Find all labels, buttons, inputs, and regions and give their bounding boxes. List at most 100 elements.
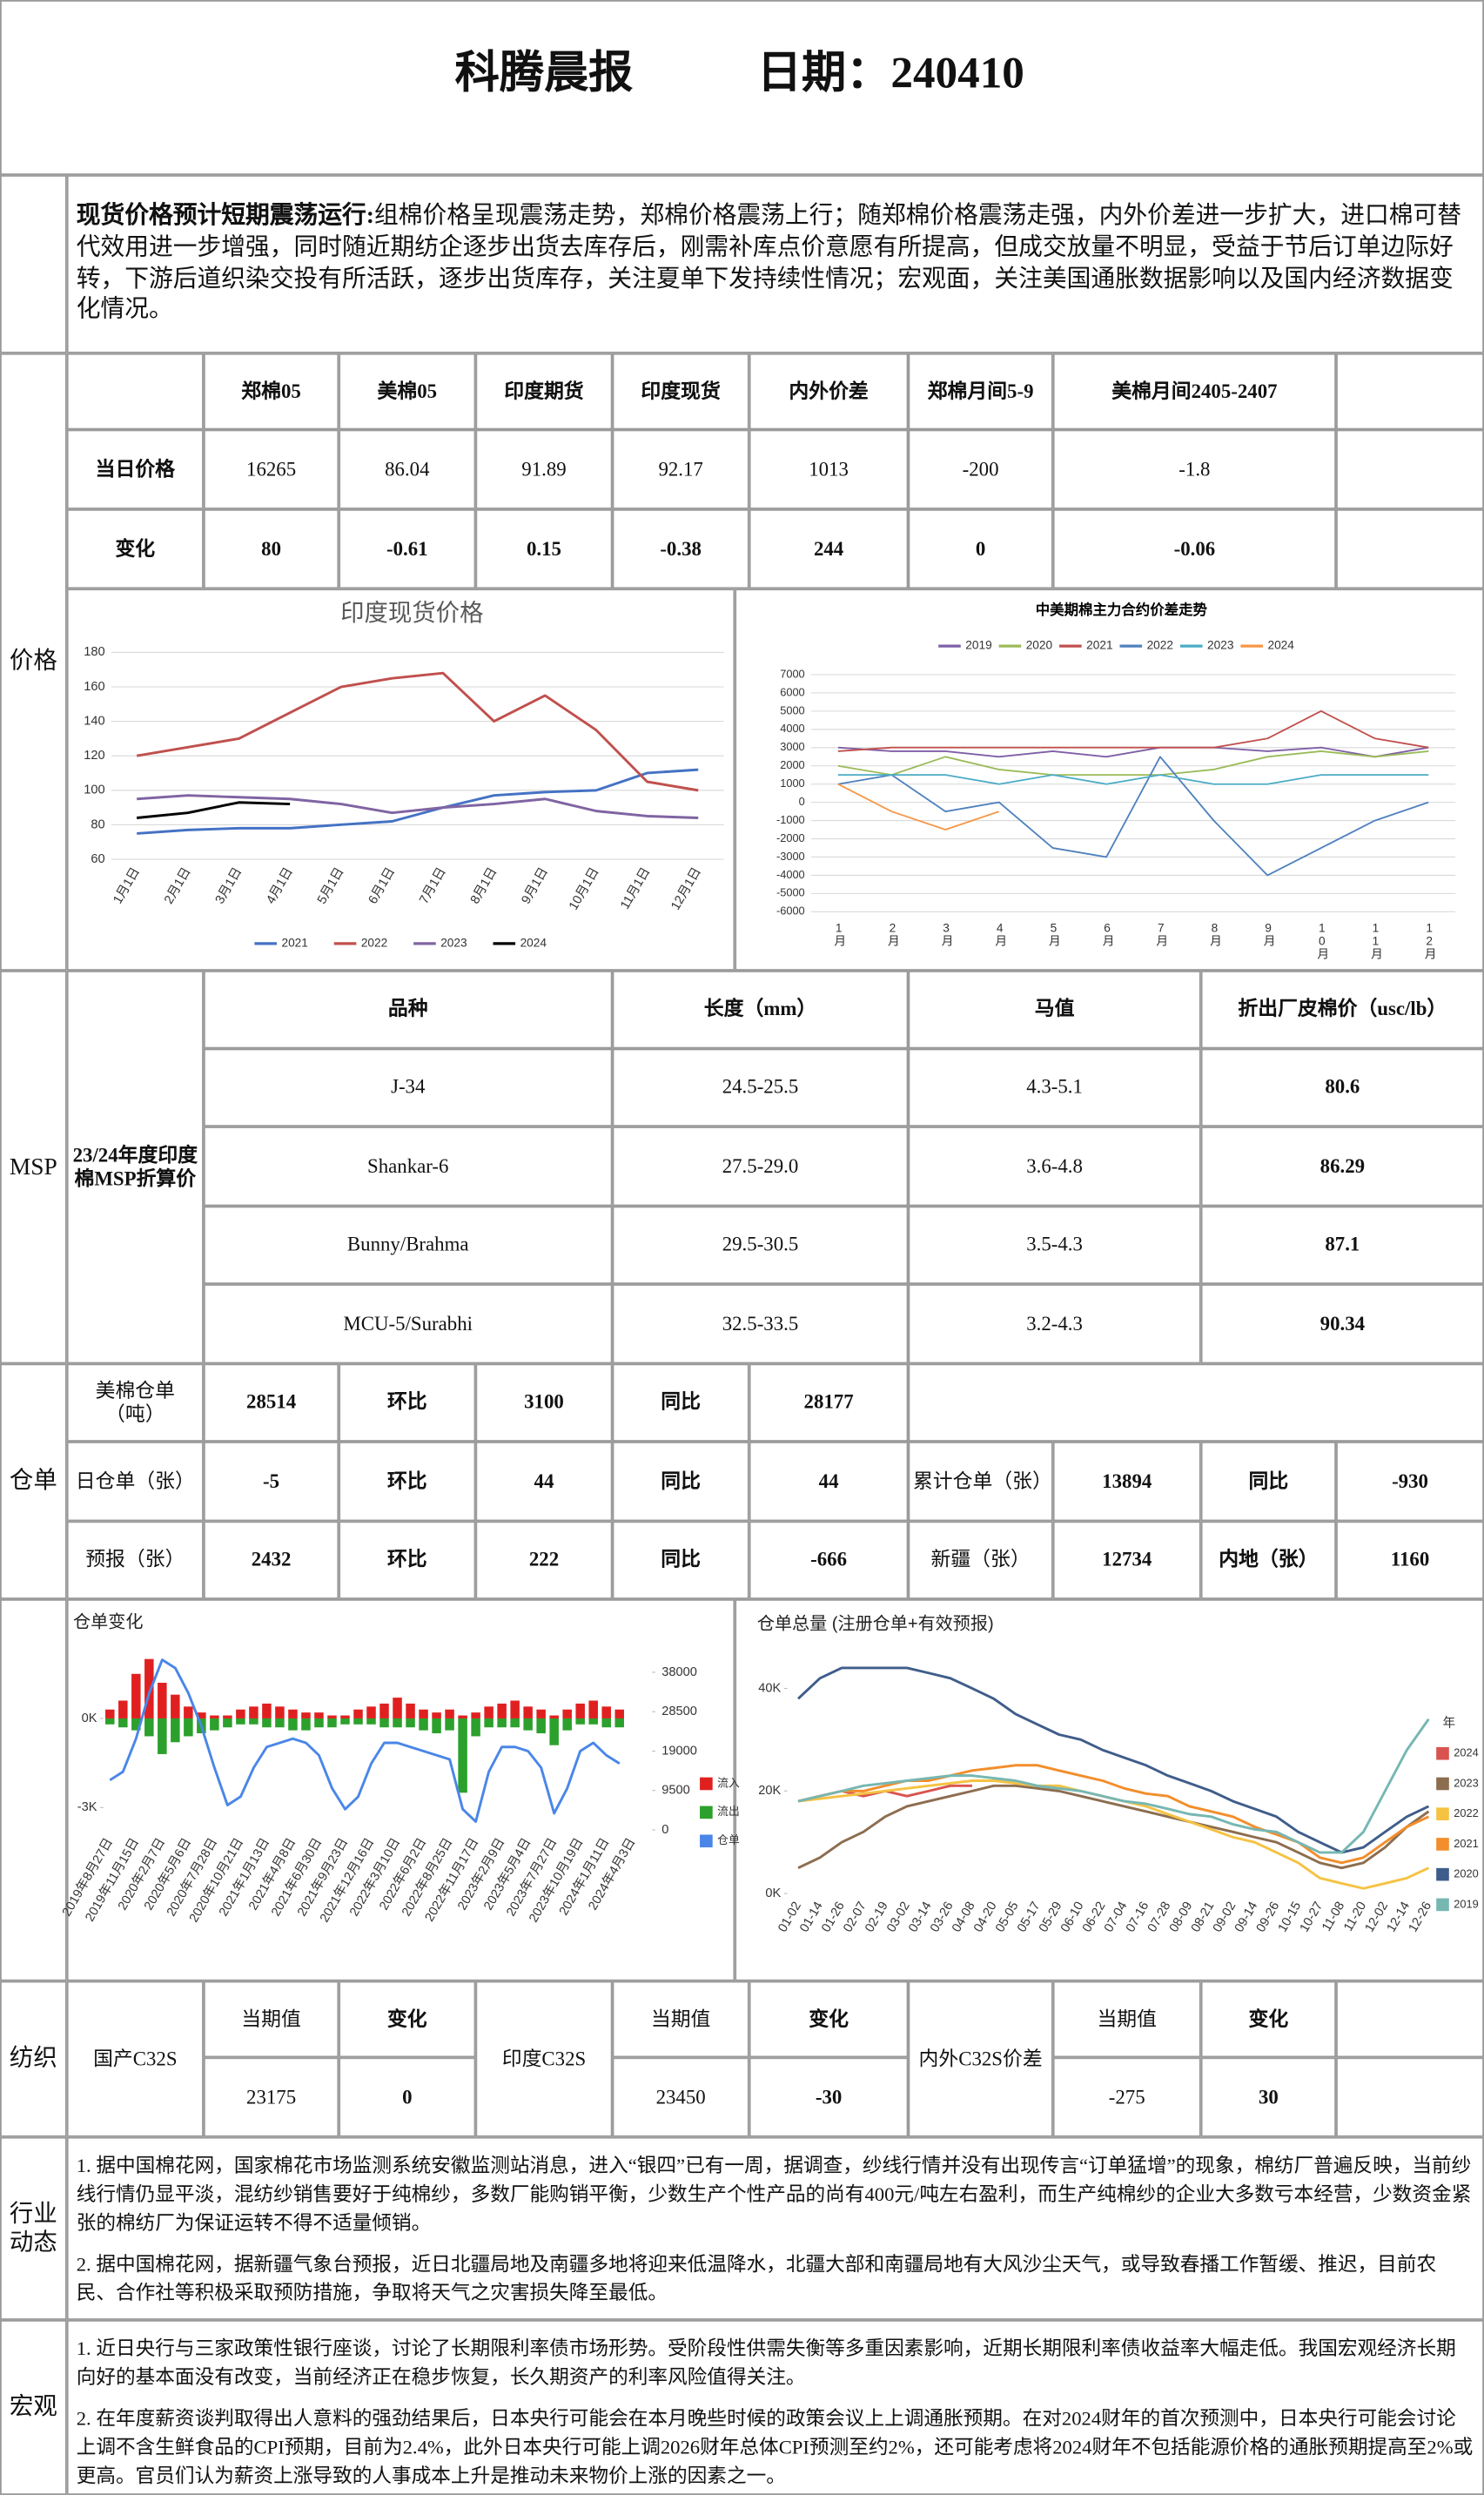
row-header: 内外C32S价差 [908,1981,1053,2137]
column-header: 郑棉月间5-9 [908,353,1053,430]
table-value: 91.89 [475,429,613,509]
table-value: Shankar-6 [203,1126,613,1207]
row-header: 国产C32S [66,1981,204,2137]
row-header: 同比 [612,1363,749,1442]
industry-news: 1. 据中国棉花网，国家棉花市场监测系统安徽监测站消息，进入“银四”已有一周，据… [66,2136,1484,2320]
table-value: 44 [475,1441,613,1522]
table-value: Bunny/Brahma [203,1206,613,1285]
chart-frame [735,1598,1484,1981]
table-value: 3100 [475,1363,613,1442]
table-value: 12734 [1052,1521,1201,1599]
column-header: 当期值 [203,1981,339,2058]
table-value: -5 [203,1441,339,1522]
table-cell [1336,429,1484,509]
table-value: 80 [203,508,339,589]
news-item: 1. 近日央行与三家政策性银行座谈，讨论了长期限利率债市场形势。受阶段性供需失衡… [76,2337,1456,2389]
table-value: 24.5-25.5 [612,1048,909,1127]
column-header: 折出厂皮棉价（usc/lb） [1200,970,1484,1049]
table-value: 1013 [749,429,909,509]
section-label: 纺织 [0,1981,67,2137]
table-value: -930 [1336,1441,1484,1522]
column-header: 长度（mm） [612,970,909,1049]
table-value: 2432 [203,1521,339,1599]
row-header: 同比 [612,1441,749,1522]
news-item: 1. 据中国棉花网，国家棉花市场监测系统安徽监测站消息，进入“银四”已有一周，据… [76,2154,1472,2235]
news-item: 2. 在年度薪资谈判取得出人意料的强劲结果后，日本央行可能会在本月晚些时候的政策… [76,2407,1474,2487]
row-header: 同比 [1200,1441,1337,1522]
table-cell [1336,2057,1484,2137]
section-label: 价格 [0,353,67,971]
summary-lead: 现货价格预计短期震荡运行: [76,202,375,230]
column-header: 印度现货 [612,353,749,430]
table-value: MCU-5/Surabhi [203,1284,613,1364]
table-value: -1.8 [1052,429,1337,509]
row-header: 预报（张） [66,1521,204,1599]
table-value: 1160 [1336,1521,1484,1599]
table-value: 87.1 [1200,1206,1484,1285]
table-value: 86.29 [1200,1126,1484,1207]
table-cell [66,353,204,430]
row-header: 环比 [339,1441,476,1522]
table-value: 86.04 [339,429,476,509]
table-value: -30 [749,2057,909,2137]
table-value: 13894 [1052,1441,1201,1522]
table-cell [908,1363,1484,1442]
column-header: 内外价差 [749,353,909,430]
row-header: 内地（张） [1200,1521,1337,1599]
row-header: 新疆（张） [908,1521,1053,1599]
row-header: 美棉仓单（吨） [66,1363,204,1442]
column-header: 当期值 [1052,1981,1201,2058]
column-header: 当期值 [612,1981,749,2058]
table-value: 3.6-4.8 [908,1126,1201,1207]
column-header: 郑棉05 [203,353,339,430]
section-label: 行业动态 [0,2136,67,2320]
row-header: 同比 [612,1521,749,1599]
column-header: 变化 [749,1981,909,2058]
table-value: J-34 [203,1048,613,1127]
table-value: 30 [1200,2057,1337,2137]
section-label: 宏观 [0,2319,67,2495]
news-item: 2. 据中国棉花网，据新疆气象台预报，近日北疆局地及南疆多地将迎来低温降水，北疆… [76,2253,1437,2304]
table-cell [1336,353,1484,430]
table-value: 27.5-29.0 [612,1126,909,1207]
table-value: 44 [749,1441,909,1522]
table-value: 4.3-5.1 [908,1048,1201,1127]
column-header: 印度期货 [475,353,613,430]
table-value: 29.5-30.5 [612,1206,909,1285]
table-value: -200 [908,429,1053,509]
table-value: -0.06 [1052,508,1337,589]
report-header: 科腾晨报 日期：240410 [0,0,1484,176]
column-header: 变化 [339,1981,476,2058]
row-header: 环比 [339,1521,476,1599]
row-header: 累计仓单（张） [908,1441,1053,1522]
column-header: 美棉05 [339,353,476,430]
row-header: 日仓单（张） [66,1441,204,1522]
table-value: 32.5-33.5 [612,1284,909,1364]
row-header: 23/24年度印度棉MSP折算价 [66,970,204,1364]
table-value: 222 [475,1521,613,1599]
table-value: 0.15 [475,508,613,589]
table-cell [0,1598,67,1981]
column-header: 马值 [908,970,1201,1049]
table-cell [1336,508,1484,589]
section-label: MSP [0,970,67,1364]
row-header: 变化 [66,508,204,589]
chart-frame [66,1598,735,1981]
column-header: 美棉月间2405-2407 [1052,353,1337,430]
report-title: 科腾晨报 [454,49,634,99]
table-value: 3.5-4.3 [908,1206,1201,1285]
table-value: 28514 [203,1363,339,1442]
summary-text: 组棉价格呈现震荡走势，郑棉价格震荡上行；随郑棉价格震荡走强，内外价差进一步扩大，… [76,202,1461,324]
summary: 现货价格预计短期震荡运行:组棉价格呈现震荡走势，郑棉价格震荡上行；随郑棉价格震荡… [66,175,1484,353]
table-value: 0 [908,508,1053,589]
table-value: 244 [749,508,909,589]
report-date: 日期：240410 [756,49,1024,99]
table-value: 0 [339,2057,476,2137]
table-value: 28177 [749,1363,909,1442]
chart-frame [735,588,1484,971]
table-value: -275 [1052,2057,1201,2137]
table-value: 90.34 [1200,1284,1484,1364]
table-value: -666 [749,1521,909,1599]
row-header: 当日价格 [66,429,204,509]
